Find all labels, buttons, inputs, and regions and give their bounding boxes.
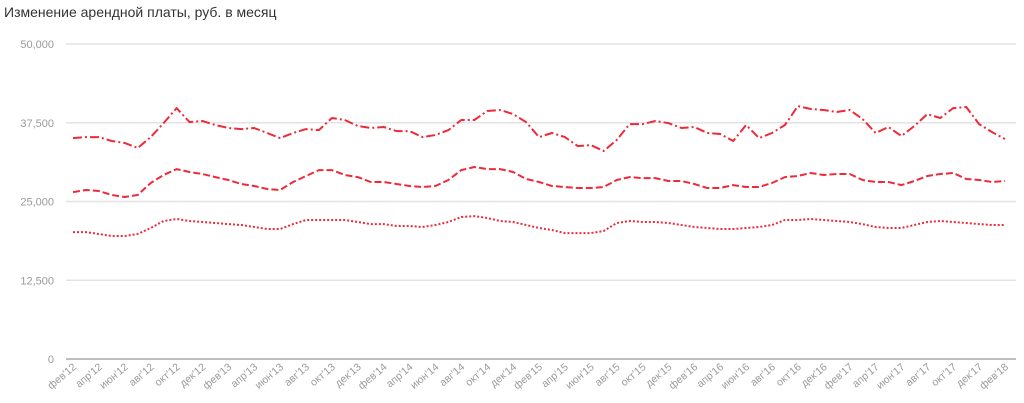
x-tick-label: июн'15 <box>564 361 597 392</box>
y-tick-label: 37,500 <box>20 118 54 130</box>
chart-title: Изменение арендной платы, руб. в месяц <box>4 4 277 20</box>
gridlines <box>66 43 1016 360</box>
x-axis-ticks: фев'12апр'12июн'12авг'12окт'12дек'12фев'… <box>45 361 1011 392</box>
x-tick-label: авг'15 <box>593 361 623 389</box>
y-tick-label: 12,500 <box>20 275 54 287</box>
x-tick-label: фев'16 <box>667 361 701 392</box>
x-tick-label: окт'12 <box>153 361 183 389</box>
y-tick-label: 50,000 <box>20 39 54 51</box>
x-tick-label: окт'13 <box>308 361 338 389</box>
x-tick-label: авг'13 <box>282 361 312 389</box>
x-tick-label: фев'14 <box>356 361 390 392</box>
x-tick-label: фев'15 <box>511 361 545 392</box>
x-tick-label: июн'17 <box>874 361 907 392</box>
x-tick-label: авг'12 <box>127 361 157 389</box>
series-lines <box>72 105 1006 237</box>
x-tick-label: окт'16 <box>774 361 804 389</box>
x-tick-label: июн'16 <box>719 361 752 392</box>
series-line-middle <box>72 166 1006 198</box>
x-tick-label: авг'16 <box>748 361 778 389</box>
x-tick-label: окт'15 <box>619 361 649 389</box>
x-tick-label: авг'14 <box>437 361 467 389</box>
y-tick-label: 0 <box>48 354 54 366</box>
x-tick-label: июн'13 <box>253 361 286 392</box>
y-axis-ticks: 0 12,500 25,000 37,500 50,000 <box>20 39 54 366</box>
x-tick-label: фев'13 <box>201 361 235 392</box>
x-tick-label: окт'14 <box>463 361 493 389</box>
y-tick-label: 25,000 <box>20 197 54 209</box>
series-line-bottom <box>73 215 1005 237</box>
x-tick-label: фев'17 <box>822 361 856 392</box>
series-line-top <box>72 105 1006 152</box>
x-tick-label: окт'17 <box>929 361 959 389</box>
x-tick-label: фев'18 <box>977 361 1011 392</box>
x-tick-label: июн'14 <box>408 361 441 392</box>
x-tick-label: авг'17 <box>903 361 933 389</box>
x-tick-label: июн'12 <box>98 361 131 392</box>
